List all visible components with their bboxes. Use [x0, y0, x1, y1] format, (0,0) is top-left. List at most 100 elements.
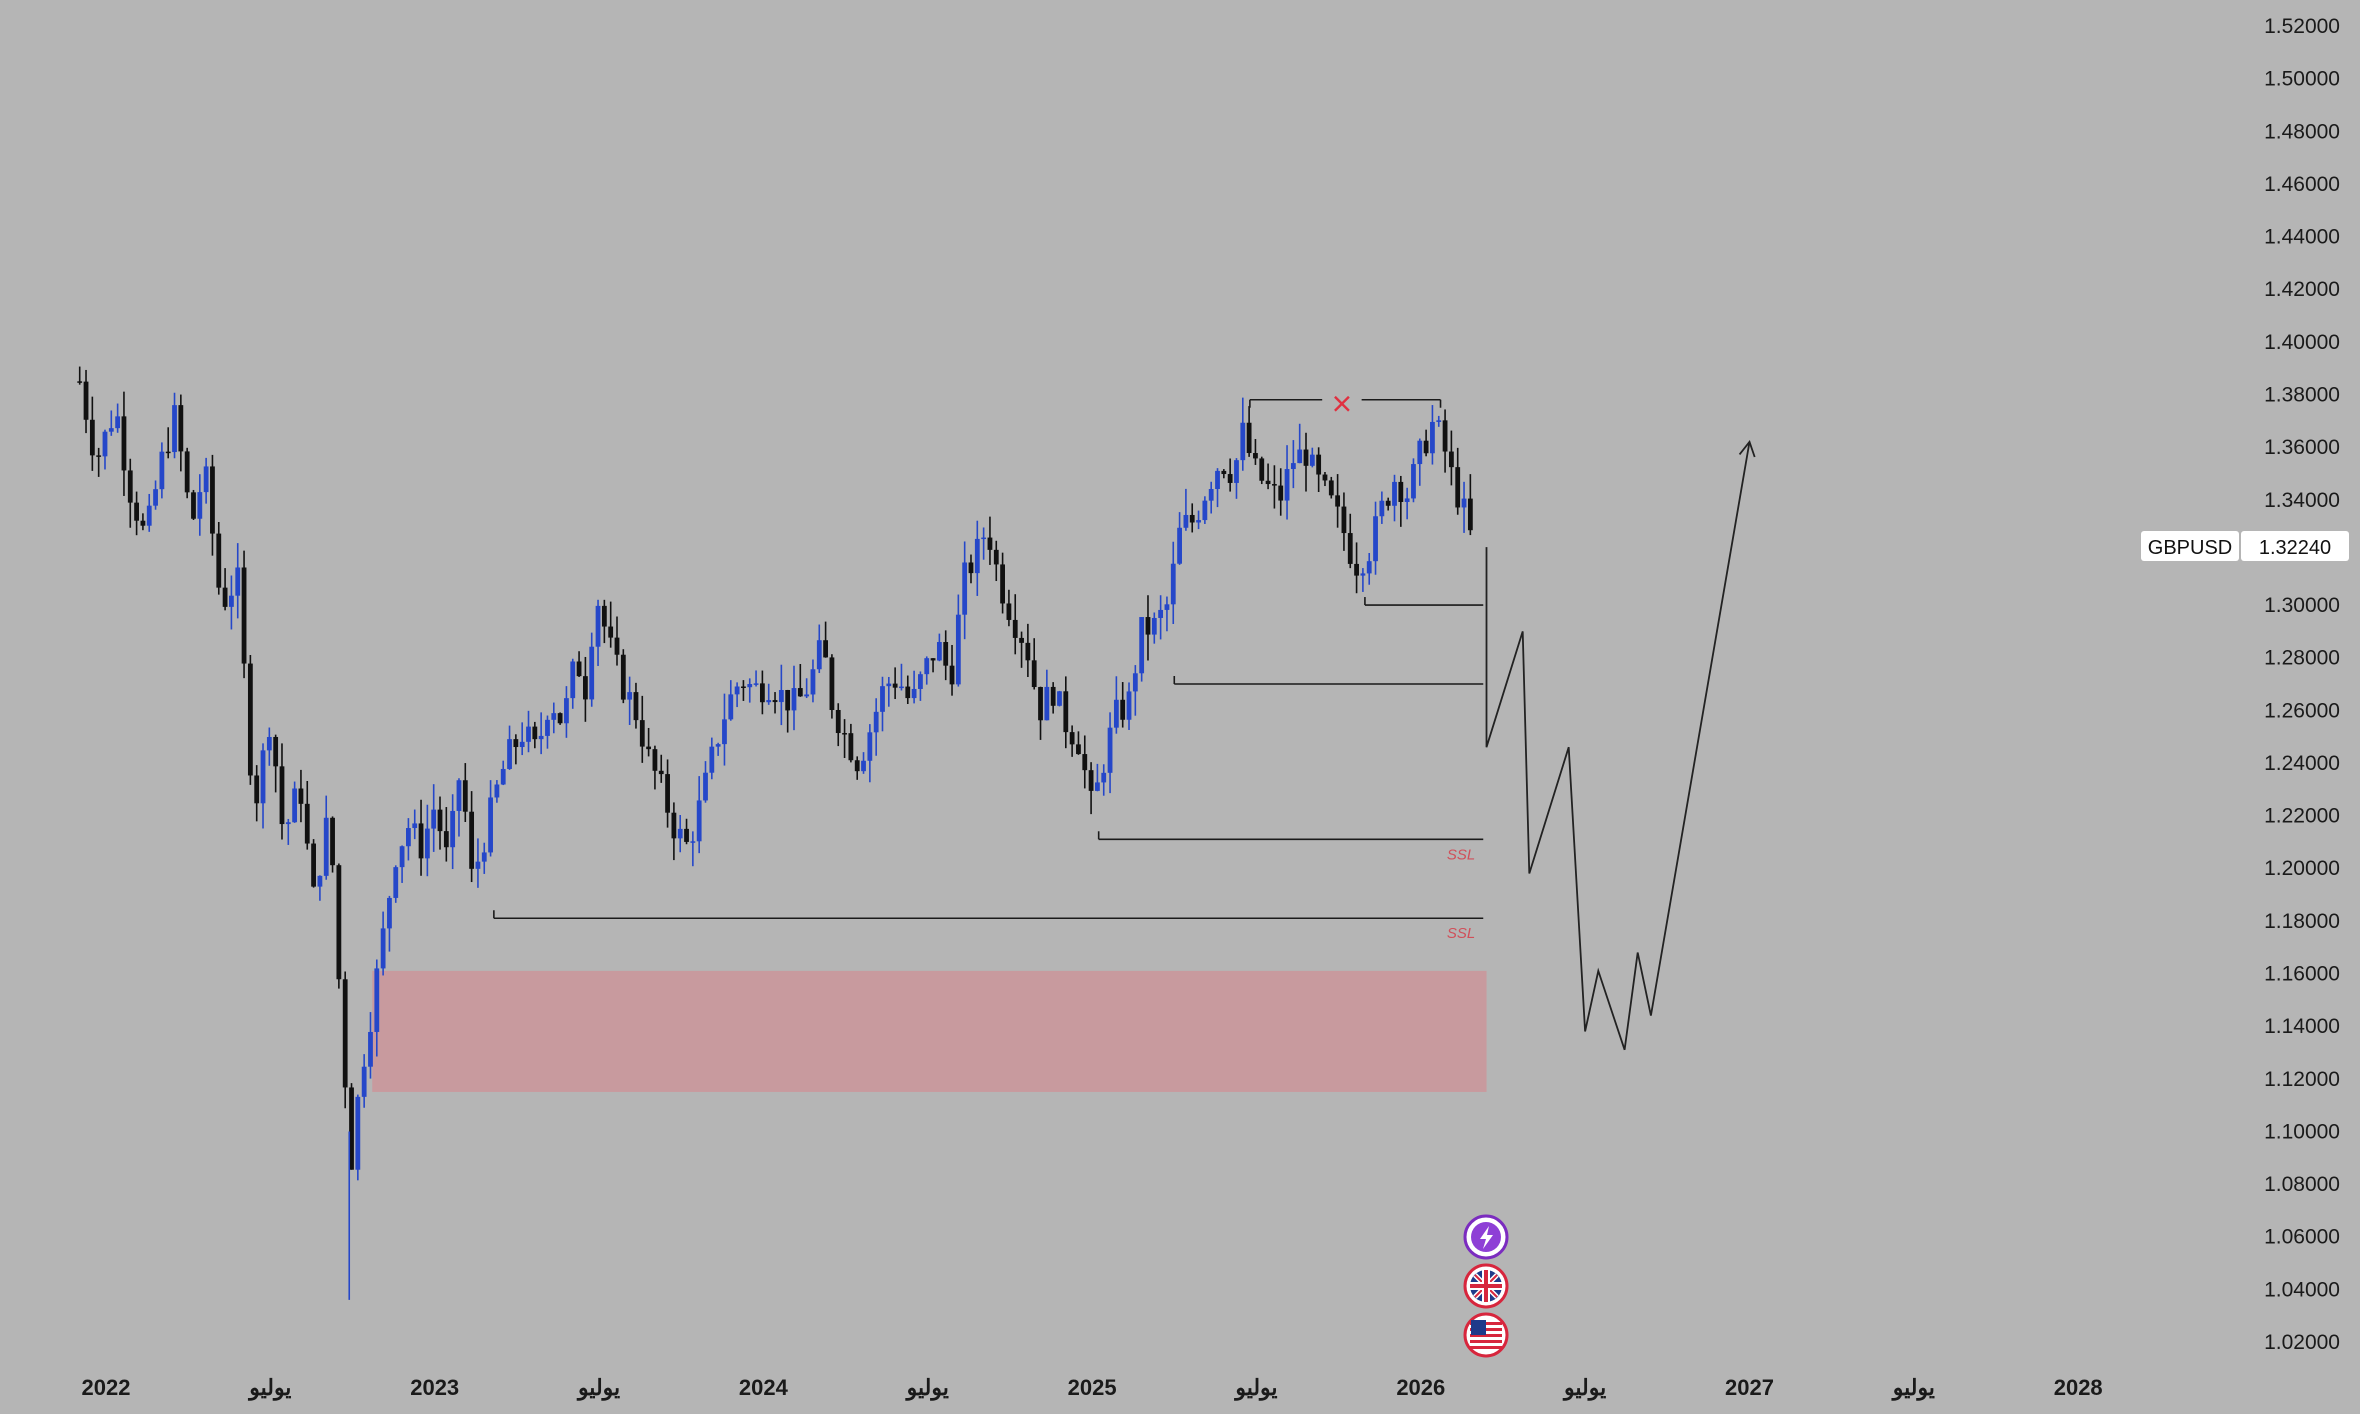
candle-body: [134, 502, 139, 521]
candle-body: [1012, 619, 1018, 638]
candle-body: [601, 605, 607, 627]
y-tick-label: 1.02000: [2264, 1331, 2340, 1354]
candle: [1006, 589, 1012, 627]
candle: [703, 761, 708, 803]
candle: [222, 568, 228, 611]
candle-body: [981, 537, 987, 540]
candle-body: [589, 646, 595, 700]
candle-body: [766, 700, 772, 703]
candle: [172, 392, 177, 459]
uk-flag-icon[interactable]: [1463, 1263, 1509, 1309]
us-flag-icon[interactable]: [1463, 1312, 1509, 1358]
candle: [102, 429, 108, 470]
candle: [1404, 487, 1410, 520]
candle: [443, 807, 449, 862]
candle: [804, 678, 810, 699]
candle: [153, 480, 158, 510]
price-axis[interactable]: 1.52000 1.50000 1.48000 1.46000 1.44000 1.420…: [2264, 15, 2340, 1354]
candle: [791, 665, 797, 731]
candle-body: [500, 768, 506, 785]
candle: [848, 723, 854, 763]
candle-body: [968, 562, 974, 574]
candle: [854, 756, 860, 780]
candle: [210, 454, 215, 556]
candle-body: [1253, 453, 1258, 459]
candle: [1196, 510, 1201, 530]
candle: [323, 795, 329, 880]
candle-body: [1107, 727, 1113, 773]
candle-body: [703, 772, 708, 801]
candle-body: [380, 928, 386, 969]
candle-body: [829, 657, 835, 710]
candle: [374, 959, 380, 1057]
candle-body: [715, 744, 721, 747]
candle-body: [759, 683, 765, 703]
candle: [1000, 552, 1005, 614]
candle-body: [899, 686, 904, 689]
candle: [1392, 474, 1397, 522]
candle: [247, 655, 253, 785]
candle-body: [620, 654, 626, 700]
candle-body: [437, 809, 443, 832]
candle-body: [469, 811, 475, 869]
candle: [418, 799, 424, 876]
candle-body: [1354, 563, 1359, 576]
candle: [83, 369, 89, 434]
candle: [570, 658, 576, 709]
liquidity-level[interactable]: SSL: [493, 910, 1484, 942]
candle: [406, 818, 411, 861]
candle-body: [266, 736, 272, 751]
liquidity-level[interactable]: [1364, 597, 1484, 606]
candle-body: [115, 416, 121, 429]
candle: [1183, 488, 1189, 531]
x-tick-label: 2023: [410, 1375, 459, 1400]
candles-layer: [77, 366, 1473, 1300]
liquidity-level[interactable]: [1173, 676, 1484, 685]
candle: [974, 520, 980, 596]
candle: [936, 633, 942, 662]
lightning-icon[interactable]: [1463, 1214, 1509, 1260]
candle-body: [203, 466, 209, 493]
candle: [450, 794, 456, 870]
candle-body: [349, 1087, 354, 1170]
time-axis[interactable]: 2022 يوليو 2023 يوليو 2024 يوليو 2025 يوليو 2026…: [82, 1375, 2103, 1401]
candle-body: [867, 732, 873, 761]
candle: [349, 1083, 354, 1170]
candle-body: [1360, 573, 1366, 576]
candle: [254, 765, 260, 822]
candle: [677, 814, 683, 853]
candle-body: [526, 726, 531, 742]
candle: [1253, 439, 1258, 465]
symbol-label-box: [2141, 531, 2239, 561]
candle-body: [1309, 454, 1315, 466]
candle: [627, 676, 633, 725]
candle: [387, 895, 392, 952]
candle-body: [304, 803, 310, 844]
candle-body: [178, 405, 184, 452]
candle: [462, 763, 468, 823]
candle-body: [1335, 495, 1341, 507]
y-tick-label: 1.08000: [2264, 1173, 2340, 1196]
candle-body: [1145, 617, 1151, 635]
projection-arrowhead-icon: [1738, 440, 1756, 458]
candle: [1227, 458, 1233, 492]
candle-body: [260, 750, 266, 804]
candle: [1012, 594, 1018, 655]
candle-body: [1322, 474, 1328, 481]
y-tick-label: 1.24000: [2264, 752, 2340, 775]
candle-body: [564, 698, 569, 724]
liquidity-level[interactable]: [1249, 395, 1442, 412]
candle-body: [696, 800, 702, 842]
liquidity-level[interactable]: SSL: [1097, 831, 1484, 863]
candle: [918, 671, 923, 701]
candle: [1107, 712, 1113, 794]
candle-body: [993, 549, 999, 565]
y-tick-label: 1.46000: [2264, 173, 2340, 196]
candle-body: [658, 770, 664, 775]
candle-body: [804, 694, 810, 697]
candle-body: [121, 416, 127, 471]
y-tick-label: 1.26000: [2264, 699, 2340, 722]
candle-body: [507, 739, 512, 769]
candle: [456, 778, 462, 837]
